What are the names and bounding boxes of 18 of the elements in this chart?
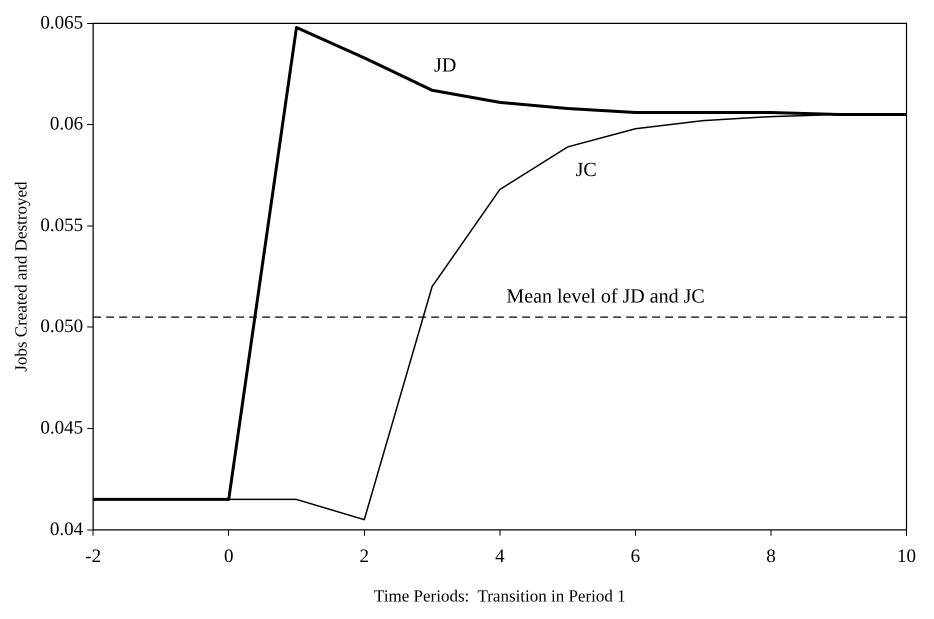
series-label: JC <box>576 159 597 182</box>
x-tick-label: 0 <box>224 546 234 568</box>
x-tick-label: 2 <box>360 546 370 568</box>
x-tick-label: 10 <box>897 546 916 568</box>
y-tick-label: 0.055 <box>40 214 84 236</box>
y-tick-label: 0.050 <box>40 316 84 338</box>
y-tick-label: 0.065 <box>40 12 84 34</box>
x-axis-title: Time Periods: Transition in Period 1 <box>374 586 626 606</box>
x-tick-label: -2 <box>85 546 102 568</box>
x-tick-label: 4 <box>495 546 506 568</box>
y-tick-label: 0.06 <box>50 114 84 135</box>
x-tick-label: 8 <box>766 546 776 568</box>
x-tick-label: 6 <box>630 546 640 568</box>
ref-line-label: Mean level of JD and JC <box>506 285 705 308</box>
y-axis-title: Jobs Created and Destroyed <box>12 180 31 372</box>
y-tick-label: 0.045 <box>40 418 84 439</box>
series-label: JD <box>434 54 456 76</box>
y-tick-label: 0.04 <box>50 518 84 540</box>
